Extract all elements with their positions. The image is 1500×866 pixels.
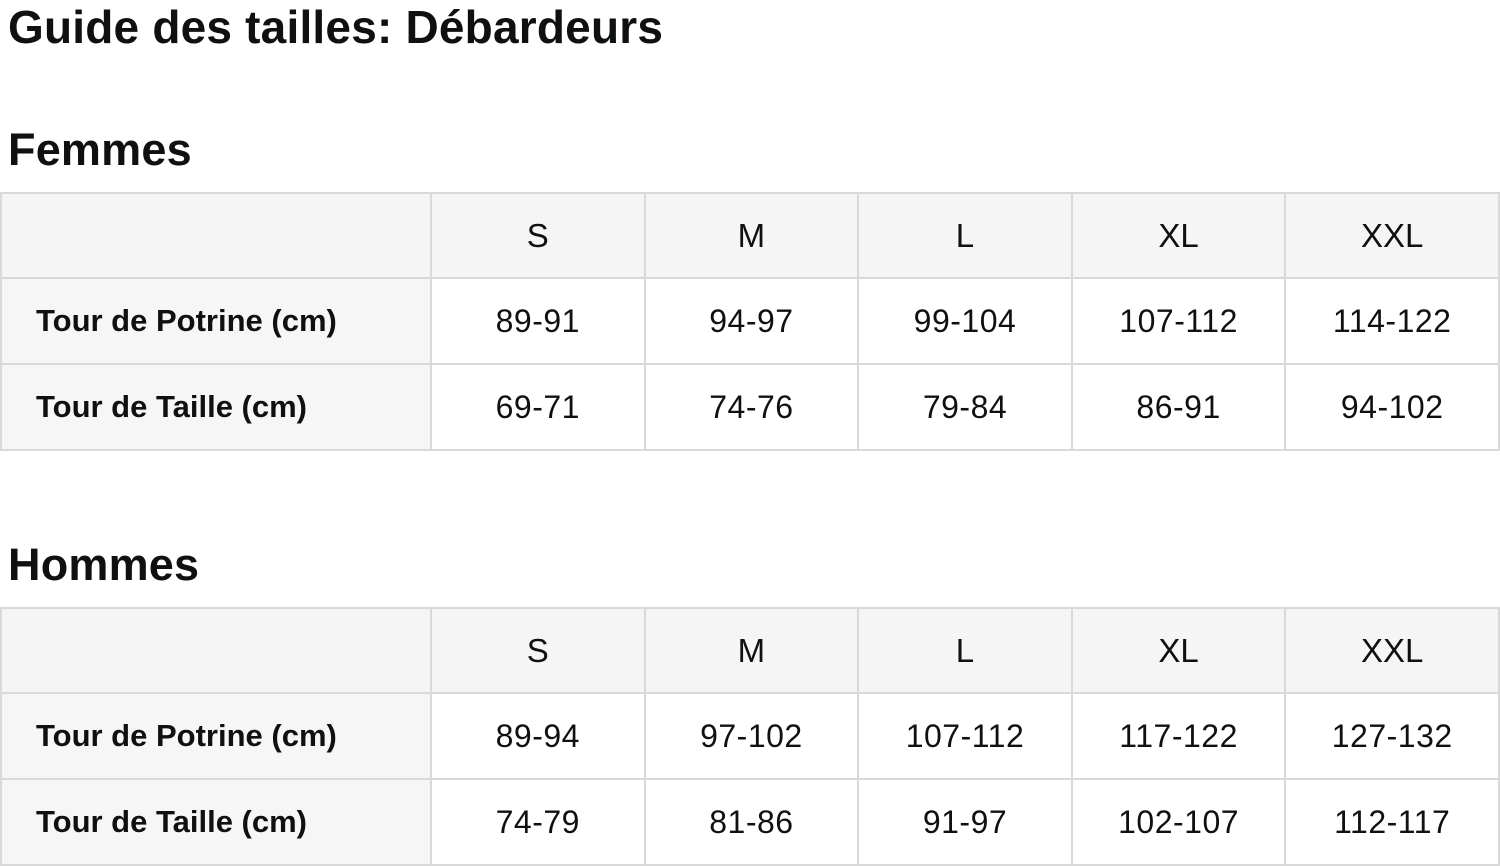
table-row-hommes-waist: Tour de Taille (cm) 74-79 81-86 91-97 10… [0,778,1500,866]
size-cell-femmes-chest-xl: 107-112 [1070,277,1287,365]
femmes-corner-cell [0,192,432,279]
femmes-header-row: S M L XL XXL [0,192,1500,279]
size-cell-femmes-chest-s: 89-91 [430,277,646,365]
femmes-column-header-s: S [430,192,646,279]
size-cell-hommes-waist-s: 74-79 [430,778,646,866]
hommes-column-header-l: L [857,607,1073,694]
hommes-corner-cell [0,607,432,694]
table-row-hommes-chest: Tour de Potrine (cm) 89-94 97-102 107-11… [0,692,1500,780]
section-title-hommes: Hommes [8,539,200,590]
table-row-femmes-chest: Tour de Potrine (cm) 89-91 94-97 99-104 … [0,277,1500,365]
size-cell-femmes-chest-m: 94-97 [643,277,860,365]
size-cell-femmes-waist-s: 69-71 [430,363,646,451]
size-cell-hommes-chest-xxl: 127-132 [1284,692,1500,780]
size-cell-femmes-chest-xxl: 114-122 [1284,277,1500,365]
row-label-hommes-waist: Tour de Taille (cm) [0,778,432,866]
page-title: Guide des tailles: Débardeurs [8,1,664,53]
size-cell-femmes-waist-l: 79-84 [857,363,1073,451]
femmes-section: Femmes S M L XL XXL Tour de Potrine (cm)… [0,124,1500,451]
size-cell-hommes-waist-l: 91-97 [857,778,1073,866]
size-cell-hommes-chest-l: 107-112 [857,692,1073,780]
row-label-hommes-chest: Tour de Potrine (cm) [0,692,432,780]
femmes-column-header-l: L [857,192,1073,279]
size-cell-femmes-waist-xxl: 94-102 [1284,363,1500,451]
femmes-column-header-m: M [643,192,860,279]
section-title-femmes: Femmes [8,124,192,175]
size-cell-hommes-chest-m: 97-102 [643,692,860,780]
size-table-hommes: S M L XL XXL Tour de Potrine (cm) 89-94 … [0,607,1500,866]
size-cell-femmes-waist-m: 74-76 [643,363,860,451]
size-cell-hommes-waist-xl: 102-107 [1070,778,1287,866]
size-cell-hommes-waist-xxl: 112-117 [1284,778,1500,866]
row-label-femmes-waist: Tour de Taille (cm) [0,363,432,451]
hommes-column-header-xxl: XXL [1284,607,1500,694]
size-table-femmes: S M L XL XXL Tour de Potrine (cm) 89-91 … [0,192,1500,451]
size-cell-femmes-chest-l: 99-104 [857,277,1073,365]
femmes-column-header-xl: XL [1070,192,1287,279]
hommes-column-header-s: S [430,607,646,694]
hommes-column-header-xl: XL [1070,607,1287,694]
size-cell-hommes-chest-s: 89-94 [430,692,646,780]
hommes-header-row: S M L XL XXL [0,607,1500,694]
size-cell-hommes-waist-m: 81-86 [643,778,860,866]
size-cell-femmes-waist-xl: 86-91 [1070,363,1287,451]
row-label-femmes-chest: Tour de Potrine (cm) [0,277,432,365]
hommes-column-header-m: M [643,607,860,694]
femmes-column-header-xxl: XXL [1284,192,1500,279]
hommes-section: Hommes S M L XL XXL Tour de Potrine (cm)… [0,539,1500,866]
table-row-femmes-waist: Tour de Taille (cm) 69-71 74-76 79-84 86… [0,363,1500,451]
size-cell-hommes-chest-xl: 117-122 [1070,692,1287,780]
